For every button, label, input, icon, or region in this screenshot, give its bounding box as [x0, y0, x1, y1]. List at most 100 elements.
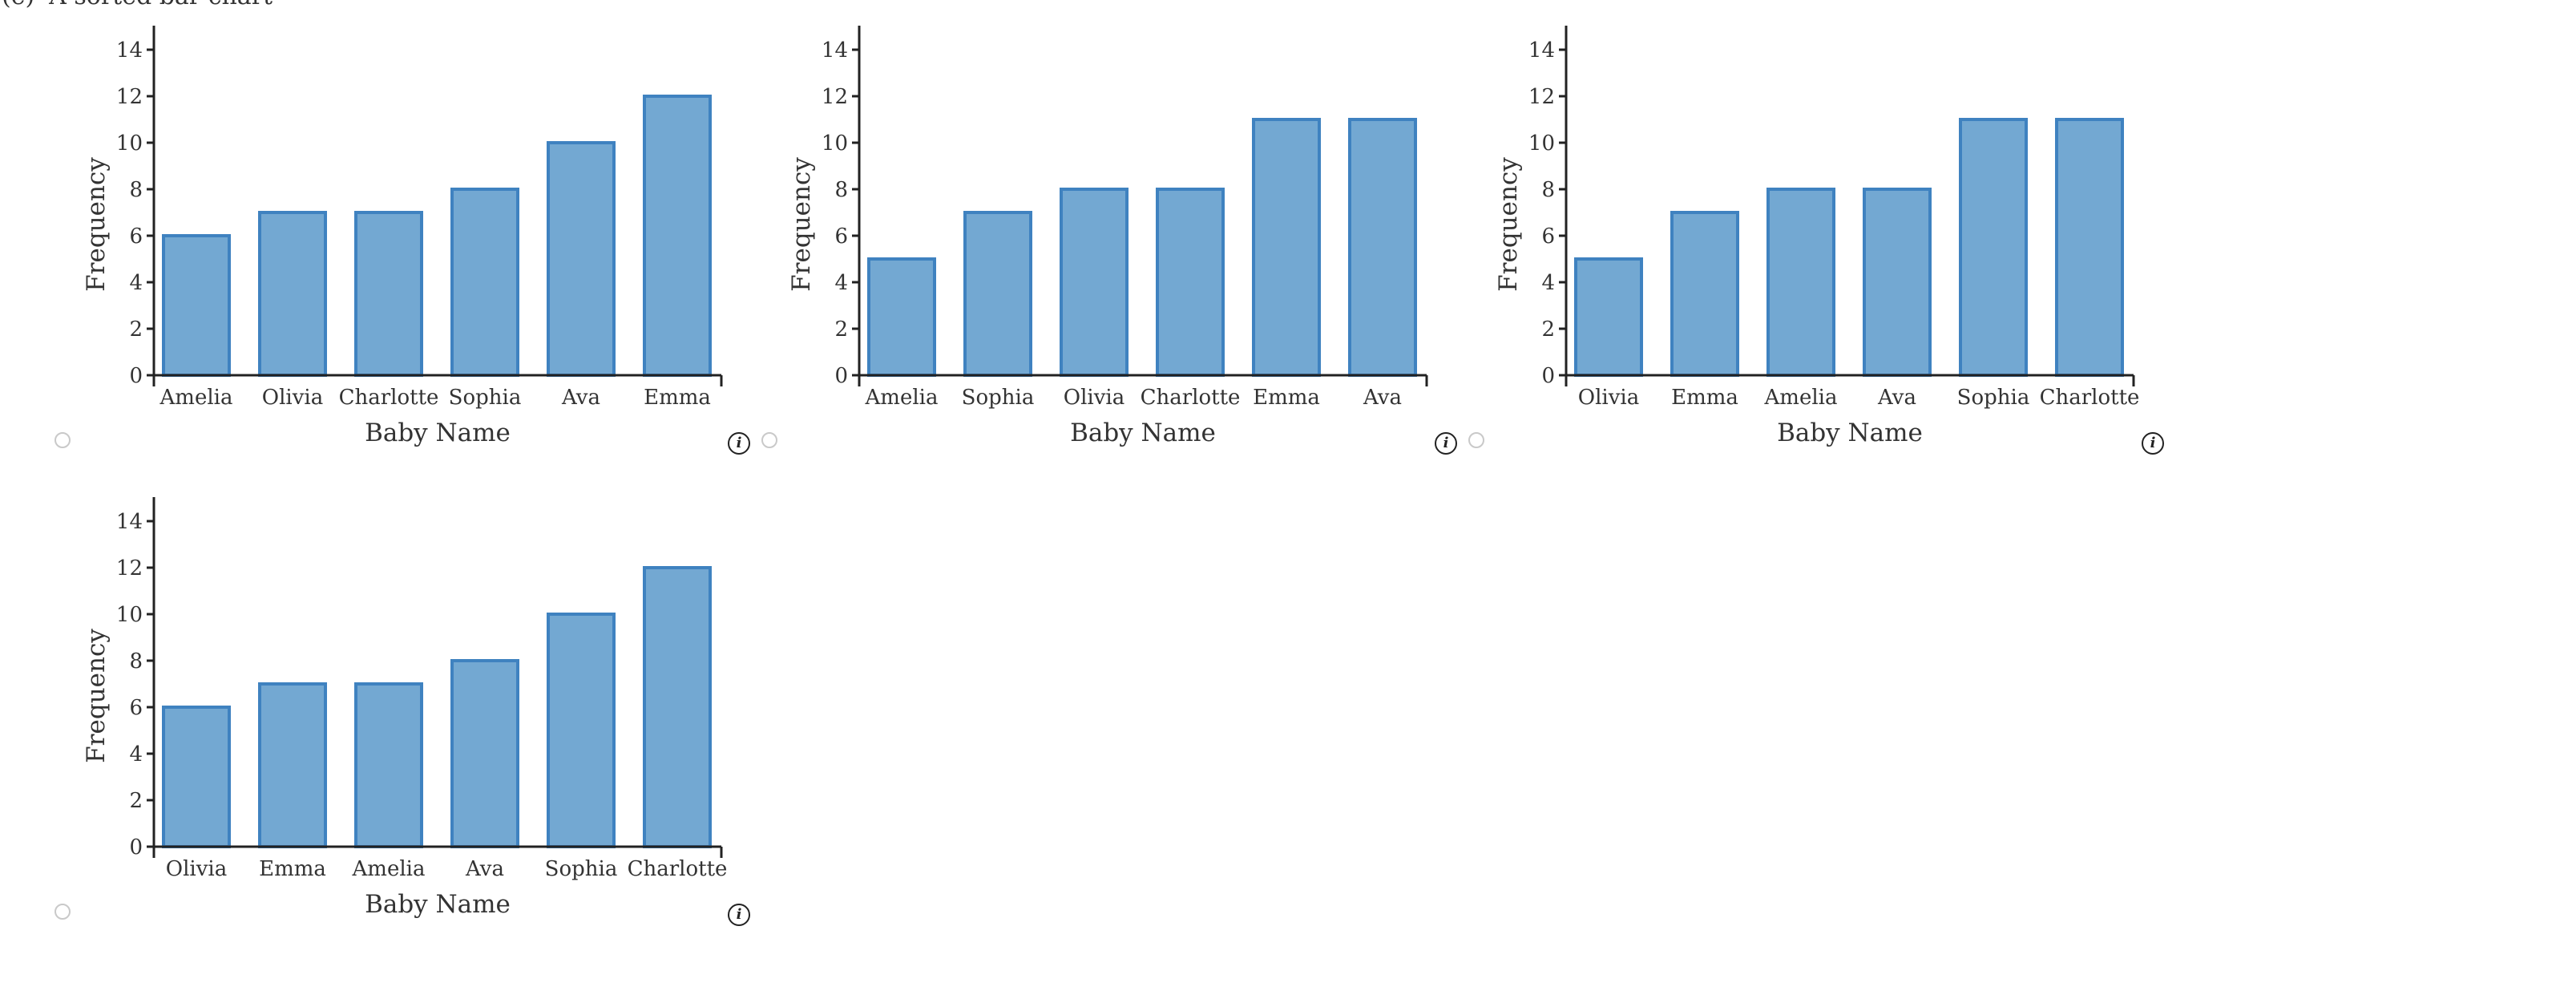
bar-ava: [450, 659, 519, 848]
y-tick-label: 8: [834, 178, 848, 202]
option-4-info-icon[interactable]: i: [728, 904, 750, 926]
y-tick-label: 0: [129, 835, 143, 860]
bar-ava: [1348, 118, 1417, 377]
y-tick-label: 0: [1541, 364, 1555, 388]
y-tick-label: 14: [116, 510, 143, 534]
y-tick-label: 2: [834, 318, 848, 342]
x-tick-label-ava: Ava: [561, 386, 600, 410]
bar-chart-option-1: 0 2 4 6 8 10 12 14 Amelia Olivia Charlotte Sophia Av…: [82, 26, 723, 447]
y-tick-label: 6: [129, 224, 143, 249]
y-tick-label: 14: [116, 38, 143, 63]
question-heading: (e) A sorted bar chart: [2, 0, 287, 10]
x-tick-label-amelia: Amelia: [1764, 386, 1838, 410]
bar-emma: [1670, 211, 1739, 377]
bar-amelia: [867, 257, 936, 377]
bar-chart-option-2: 0 2 4 6 8 10 12 14 Amelia Sophia Olivia Charlotte Em…: [787, 26, 1428, 447]
x-tick-label-emma: Emma: [1671, 386, 1738, 410]
y-tick-label: 2: [129, 318, 143, 342]
bar-emma: [1252, 118, 1321, 377]
x-tick-label-emma: Emma: [1253, 386, 1320, 410]
y-tick-label: 4: [129, 271, 143, 295]
y-tick-label: 4: [129, 742, 143, 767]
x-tick-label-olivia: Olivia: [1064, 386, 1124, 410]
y-tick-label: 10: [116, 131, 143, 156]
x-tick-label-emma: Emma: [259, 857, 326, 881]
x-tick-label-amelia: Amelia: [865, 386, 939, 410]
y-tick-label: 6: [1541, 224, 1555, 249]
option-3-radio[interactable]: [1468, 432, 1484, 448]
bar-charlotte: [2055, 118, 2124, 377]
x-tick-label-sophia: Sophia: [1957, 386, 2030, 410]
bar-amelia: [1766, 188, 1835, 377]
x-axis-title: Baby Name: [365, 890, 511, 919]
y-tick-label: 12: [1528, 85, 1555, 109]
bar-ava: [1863, 188, 1932, 377]
y-tick-label: 10: [1528, 131, 1555, 156]
y-tick-label: 12: [116, 85, 143, 109]
y-tick-label: 10: [116, 603, 143, 627]
y-tick-label: 12: [116, 556, 143, 580]
y-tick-label: 8: [129, 178, 143, 202]
option-4-radio[interactable]: [55, 904, 71, 920]
x-axis-title: Baby Name: [1777, 419, 1923, 447]
bar-charlotte: [354, 211, 423, 377]
x-tick-label-olivia: Olivia: [1578, 386, 1639, 410]
bar-charlotte: [643, 566, 712, 848]
bar-amelia: [354, 682, 423, 848]
option-3-info-icon[interactable]: i: [2142, 432, 2164, 455]
y-tick-label: 12: [822, 85, 848, 109]
option-2-radio[interactable]: [761, 432, 777, 448]
y-axis-title: Frequency: [1494, 157, 1523, 292]
x-tick-label-charlotte: Charlotte: [2040, 386, 2140, 410]
question-text: A sorted bar chart: [49, 0, 273, 10]
x-tick-label-ava: Ava: [1877, 386, 1916, 410]
y-tick-label: 8: [1541, 178, 1555, 202]
bar-amelia: [162, 234, 231, 377]
bar-sophia: [450, 188, 519, 377]
x-tick-label-sophia: Sophia: [545, 857, 618, 881]
y-tick-label: 4: [1541, 271, 1555, 295]
y-tick-label: 6: [129, 696, 143, 720]
x-tick-label-emma: Emma: [644, 386, 711, 410]
y-axis-title: Frequency: [787, 157, 816, 292]
bar-olivia: [1060, 188, 1129, 377]
option-2-info-icon[interactable]: i: [1435, 432, 1457, 455]
x-tick-label-charlotte: Charlotte: [339, 386, 439, 410]
question-label: (e): [2, 0, 34, 10]
x-tick-label-charlotte: Charlotte: [1141, 386, 1241, 410]
bar-ava: [547, 141, 616, 377]
x-axis-title: Baby Name: [1070, 419, 1216, 447]
bar-charlotte: [1156, 188, 1225, 377]
x-tick-label-ava: Ava: [465, 857, 504, 881]
option-1-info-icon[interactable]: i: [728, 432, 750, 455]
x-tick-label-olivia: Olivia: [166, 857, 227, 881]
x-tick-label-charlotte: Charlotte: [628, 857, 728, 881]
y-tick-label: 2: [129, 789, 143, 813]
x-axis-title: Baby Name: [365, 419, 511, 447]
y-tick-label: 10: [822, 131, 848, 156]
option-1-radio[interactable]: [55, 432, 71, 448]
bar-chart-option-3: 0 2 4 6 8 10 12 14 Olivia Emma Amelia Ava Sophia Char…: [1494, 26, 2140, 447]
y-tick-label: 6: [834, 224, 848, 249]
y-tick-label: 8: [129, 649, 143, 673]
bar-olivia: [258, 211, 327, 377]
bar-emma: [643, 95, 712, 377]
x-tick-label-amelia: Amelia: [352, 857, 426, 881]
bar-olivia: [1574, 257, 1643, 377]
bar-sophia: [963, 211, 1032, 377]
y-tick-label: 14: [822, 38, 848, 63]
x-tick-label-sophia: Sophia: [449, 386, 522, 410]
y-tick-label: 2: [1541, 318, 1555, 342]
y-tick-label: 4: [834, 271, 848, 295]
y-tick-label: 0: [834, 364, 848, 388]
bar-emma: [258, 682, 327, 848]
x-tick-label-sophia: Sophia: [962, 386, 1035, 410]
x-tick-label-amelia: Amelia: [159, 386, 233, 410]
bar-chart-option-4: 0 2 4 6 8 10 12 14 Olivia Emma Amelia Ava Sophia Char…: [82, 497, 728, 919]
y-tick-label: 0: [129, 364, 143, 388]
bar-sophia: [547, 613, 616, 848]
y-tick-label: 14: [1528, 38, 1555, 63]
y-axis-title: Frequency: [82, 157, 111, 292]
x-tick-label-olivia: Olivia: [262, 386, 323, 410]
bar-olivia: [162, 706, 231, 848]
